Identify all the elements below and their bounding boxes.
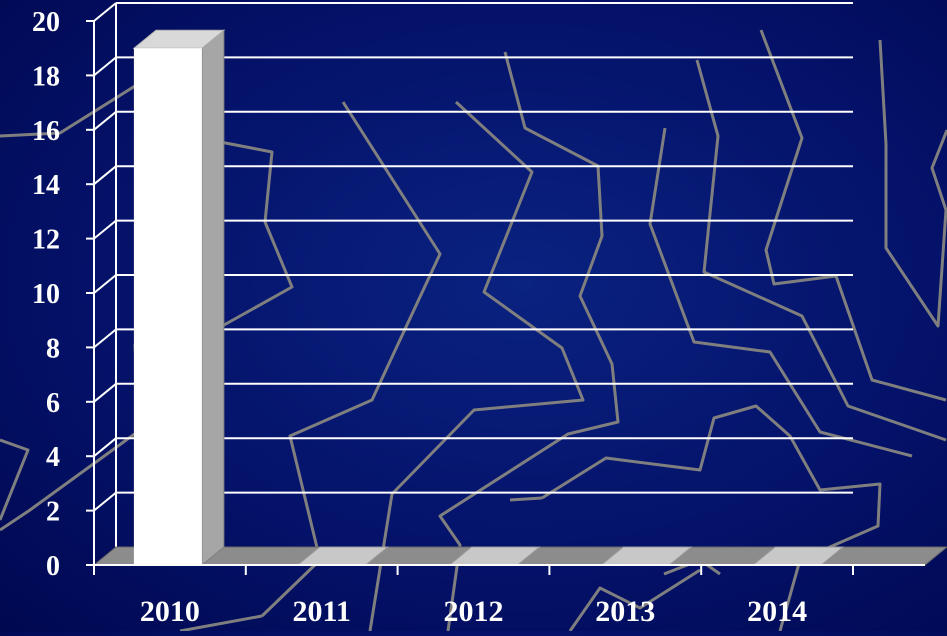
side-gridline <box>93 111 117 131</box>
y-tick-label: 14 <box>32 170 60 201</box>
side-gridline <box>93 491 117 512</box>
decor-line <box>368 100 585 632</box>
y-tick-label: 0 <box>46 551 60 582</box>
bar-side <box>201 29 225 567</box>
decor-line <box>438 51 620 632</box>
side-gridline <box>93 219 117 240</box>
side-gridline <box>93 274 117 294</box>
y-tick-label: 18 <box>32 61 60 92</box>
side-gridline <box>93 165 117 185</box>
decor-line <box>509 496 543 502</box>
y-tick-label: 2 <box>46 497 60 528</box>
chart-grid <box>93 2 853 547</box>
decor-line <box>179 614 263 633</box>
side-gridline <box>93 56 117 77</box>
side-gridline <box>93 383 117 403</box>
y-tick-label: 10 <box>32 279 60 310</box>
decor-line <box>541 404 882 632</box>
side-gridline <box>93 437 117 457</box>
y-tick-label: 20 <box>32 7 60 38</box>
decor-line <box>648 127 913 458</box>
decor-line <box>695 59 947 442</box>
y-tick-label: 8 <box>46 333 60 364</box>
x-tick-label: 2014 <box>747 595 807 628</box>
bar <box>132 29 226 567</box>
background-decoration <box>0 29 947 633</box>
decor-line <box>260 101 442 618</box>
x-tick-label: 2012 <box>444 595 504 628</box>
decor-line <box>568 568 701 632</box>
x-tick-label: 2013 <box>595 595 655 628</box>
decor-line <box>759 29 947 402</box>
side-gridline <box>93 328 117 349</box>
bar-face <box>133 48 202 565</box>
x-tick-label: 2011 <box>293 595 351 628</box>
decor-line <box>0 438 30 521</box>
chart-axes: 0 2 4 6 8 10 12 14 16 18 20 2010 2011 2012 2013 2014 <box>32 7 925 628</box>
y-tick-label: 4 <box>46 442 60 473</box>
chart-bars <box>132 29 845 567</box>
y-tick-label: 6 <box>46 388 60 419</box>
decor-line <box>878 39 947 328</box>
side-gridline <box>93 2 117 22</box>
y-tick-label: 12 <box>32 225 60 256</box>
x-tick-label: 2010 <box>140 595 200 628</box>
y-tick-label: 16 <box>32 116 60 147</box>
